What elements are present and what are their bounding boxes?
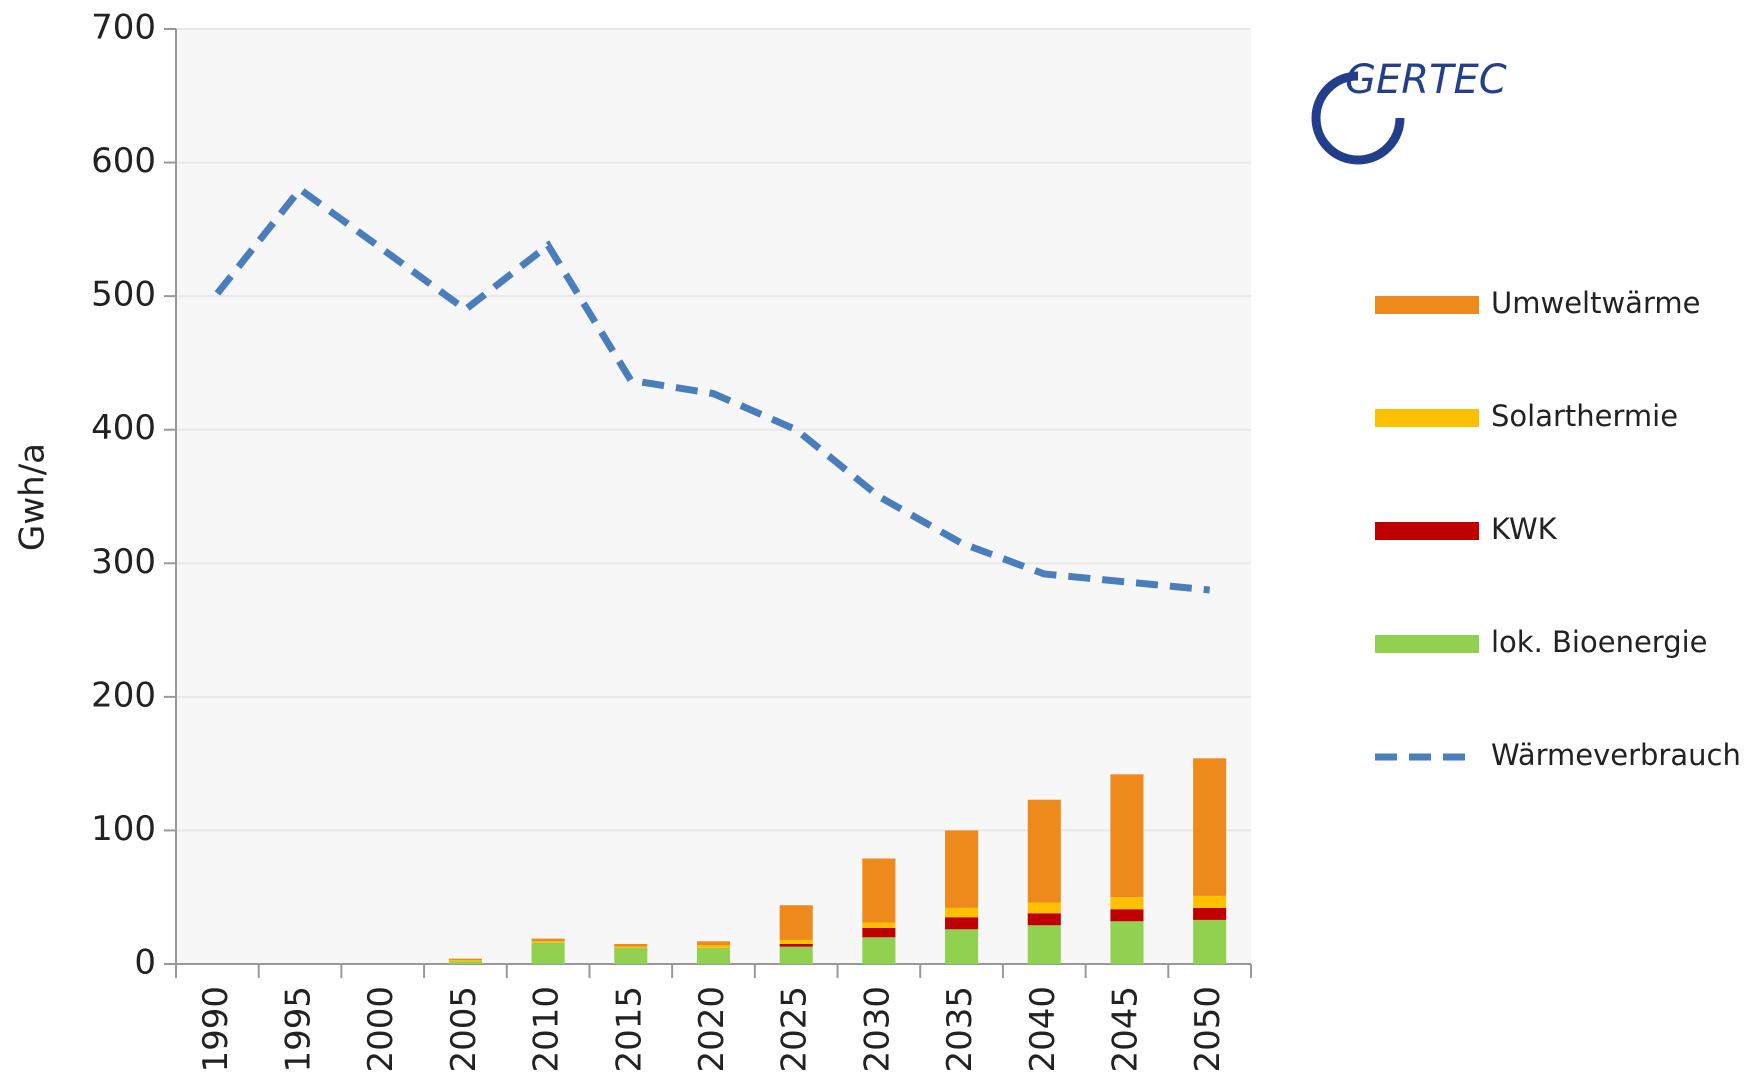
logo-arc [1311, 71, 1405, 165]
plot-area [176, 29, 1251, 964]
bar-segment [1110, 897, 1144, 910]
legend-label: Umweltwärme [1491, 286, 1700, 320]
x-tick-label: 2040 [1023, 986, 1063, 1073]
legend-label: Solarthermie [1491, 399, 1678, 433]
bar-segment [1027, 913, 1061, 926]
bar-segment [779, 905, 813, 940]
bar-segment [945, 929, 979, 964]
x-tick-label: 2035 [940, 986, 980, 1073]
bar-segment [531, 941, 565, 943]
bar-segment [614, 943, 648, 947]
bar-segment [779, 946, 813, 964]
x-tick-label: 1995 [279, 986, 319, 1073]
x-tick-label: 2010 [527, 986, 567, 1073]
legend-symbol [1375, 635, 1479, 653]
bar-segment [531, 942, 565, 964]
bar-segment [696, 945, 731, 948]
bar-segment [448, 958, 482, 960]
bar-segment [614, 947, 648, 964]
y-tick-label: 600 [91, 141, 156, 181]
bar-segment [945, 917, 979, 930]
bar-segment [862, 922, 896, 928]
x-tick-label: 2015 [609, 986, 649, 1073]
bar-segment [614, 946, 648, 948]
bar-segment [945, 830, 979, 908]
bar-segment [1027, 799, 1061, 903]
bar-segment [862, 937, 896, 964]
x-tick-label: 2020 [692, 986, 732, 1073]
bar-segment [1027, 902, 1061, 914]
bar-segment [1027, 925, 1061, 964]
x-tick-label: 2030 [857, 986, 897, 1073]
bar-segment [1193, 907, 1227, 920]
bar-segment [696, 941, 731, 946]
y-tick-label: 500 [91, 275, 156, 315]
bar-segment [1193, 895, 1227, 908]
logo-text: GERTEC [1345, 57, 1507, 103]
x-tick-label: 1990 [196, 986, 236, 1073]
line [214, 184, 1210, 594]
x-tick-label: 2045 [1105, 986, 1145, 1073]
bar-segment [1193, 758, 1227, 896]
y-tick-label: 400 [91, 408, 156, 448]
logo: GERTEC [1311, 57, 1507, 165]
legend-label: lok. Bioenergie [1491, 625, 1708, 659]
legend-label: Wärmeverbrauch [1491, 738, 1741, 772]
x-tick-label: 2050 [1188, 986, 1228, 1073]
y-axis-label: Gwh/a [13, 443, 53, 551]
bar-segment [1110, 921, 1144, 964]
legend-symbol [1375, 409, 1479, 427]
bar-segment [779, 943, 813, 947]
legend-symbol [1375, 522, 1479, 540]
bar-segment [945, 907, 979, 918]
x-tick-label: 2005 [444, 986, 484, 1073]
x-tick-label: 2000 [361, 986, 401, 1073]
bar-segment [696, 947, 731, 964]
bar-segment [862, 858, 896, 923]
y-tick-label: 100 [91, 809, 156, 849]
bar-segment [448, 959, 482, 962]
bar-segment [448, 961, 482, 964]
y-tick-label: 700 [91, 8, 156, 48]
legend-label: KWK [1491, 512, 1558, 546]
bar-segment [531, 938, 565, 942]
bar-segment [1193, 919, 1227, 964]
bar-segment [1110, 774, 1144, 898]
bar-segment [1110, 909, 1144, 922]
x-tick-label: 2025 [775, 986, 815, 1073]
bar-segment [779, 939, 813, 944]
y-tick-label: 0 [134, 943, 156, 983]
legend-symbol [1375, 296, 1479, 314]
y-tick-label: 200 [91, 675, 156, 715]
bar-segment [862, 927, 896, 938]
y-tick-label: 300 [91, 542, 156, 582]
